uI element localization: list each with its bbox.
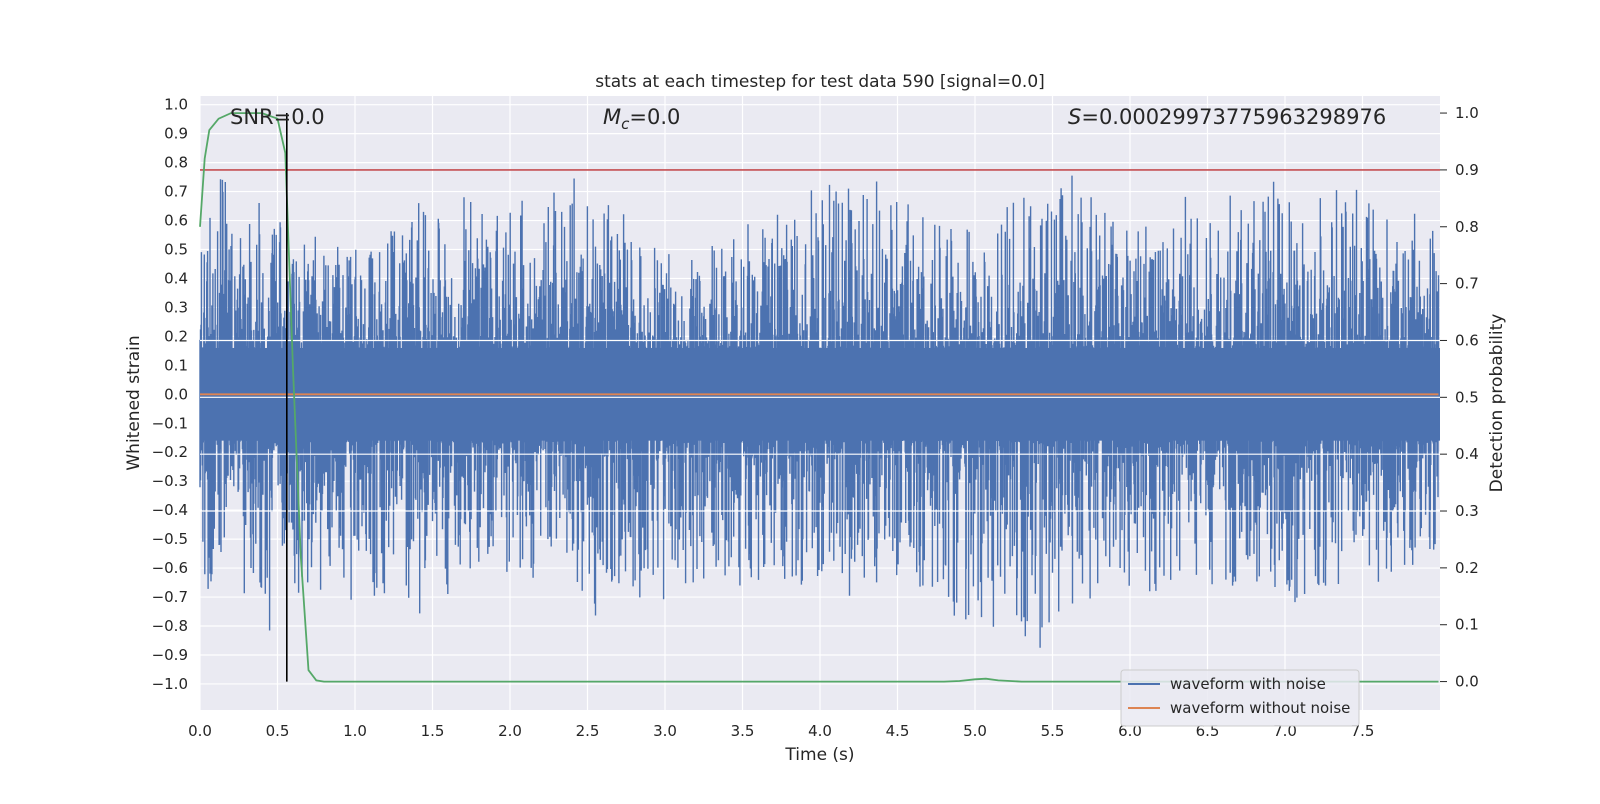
y2-tick-label: 0.0	[1455, 673, 1479, 691]
legend-label-with-noise: waveform with noise	[1170, 675, 1326, 693]
y-tick-label: 0.9	[164, 125, 188, 143]
y-tick-label: −0.4	[152, 501, 188, 519]
legend: waveform with noise waveform without noi…	[1120, 669, 1360, 727]
legend-box	[1120, 669, 1360, 727]
mc-subscript: c	[621, 115, 630, 133]
snr-annotation: SNR=0.0	[230, 105, 325, 129]
x-tick-label: 0.0	[188, 722, 212, 740]
x-tick-label: 5.0	[963, 722, 987, 740]
mc-symbol: M	[603, 105, 621, 129]
y-tick-label: 1.0	[164, 96, 188, 114]
y-tick-label: −0.8	[152, 617, 188, 635]
x-tick-label: 1.5	[421, 722, 445, 740]
y-tick-label: −0.6	[152, 559, 188, 577]
y2-tick-label: 0.4	[1455, 445, 1479, 463]
y2-tick-label: 0.1	[1455, 616, 1479, 634]
legend-label-without-noise: waveform without noise	[1170, 699, 1350, 717]
y-tick-label: −0.2	[152, 443, 188, 461]
x-tick-label: 1.0	[343, 722, 367, 740]
y2-tick-label: 0.8	[1455, 218, 1479, 236]
x-axis-label: Time (s)	[784, 745, 854, 765]
y-tick-label: 0.2	[164, 327, 188, 345]
x-tick-label: 3.5	[731, 722, 755, 740]
y-tick-label: 0.8	[164, 154, 188, 172]
y-tick-label: 0.1	[164, 356, 188, 374]
x-tick-label: 4.5	[886, 722, 910, 740]
y2-tick-label: 0.9	[1455, 161, 1479, 179]
y-tick-label: −0.3	[152, 472, 188, 490]
x-tick-label: 2.0	[498, 722, 522, 740]
mc-annotation: Mc=0.0	[603, 105, 680, 133]
y2-tick-label: 0.3	[1455, 502, 1479, 520]
y-tick-label: 0.3	[164, 298, 188, 316]
x-tick-label: 5.5	[1041, 722, 1065, 740]
y-tick-label: 0.5	[164, 241, 188, 259]
series-detection-probability	[199, 112, 1439, 683]
y-tick-label: 0.4	[164, 269, 188, 287]
y2-tick-label: 0.2	[1455, 559, 1479, 577]
y-tick-label: −0.9	[152, 646, 188, 664]
y-tick-label: 0.7	[164, 183, 188, 201]
y-tick-label: −1.0	[152, 675, 188, 693]
y-tick-label: −0.1	[152, 414, 188, 432]
x-tick-label: 4.0	[808, 722, 832, 740]
y2-tick-label: 0.7	[1455, 275, 1479, 293]
x-tick-label: 0.5	[266, 722, 290, 740]
y2-tick-label: 0.5	[1455, 388, 1479, 406]
x-tick-label: 7.5	[1351, 722, 1375, 740]
y2-tick-label: 1.0	[1455, 104, 1479, 122]
y2-axis-label: Detection probability	[1487, 314, 1507, 493]
s-value: =0.00029973775963298976	[1081, 105, 1386, 129]
chart-title: stats at each timestep for test data 590…	[595, 72, 1045, 92]
mc-value: =0.0	[629, 105, 680, 129]
y-tick-label: −0.5	[152, 530, 188, 548]
y2-tick-label: 0.6	[1455, 331, 1479, 349]
overlays	[199, 112, 1440, 683]
x-tick-label: 3.0	[653, 722, 677, 740]
y-axis-label: Whitened strain	[124, 335, 144, 470]
y-tick-label: 0.0	[164, 385, 188, 403]
s-symbol: S	[1068, 105, 1081, 129]
y-tick-label: 0.6	[164, 212, 188, 230]
y-tick-label: −0.7	[152, 588, 188, 606]
x-tick-label: 2.5	[576, 722, 600, 740]
s-annotation: S=0.00029973775963298976	[1068, 105, 1386, 129]
